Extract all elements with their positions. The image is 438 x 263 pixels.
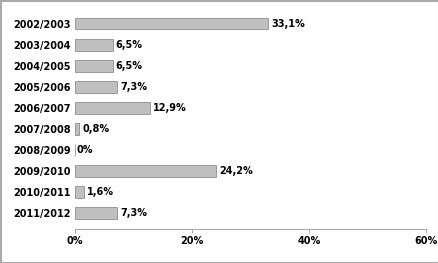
Bar: [74, 207, 117, 219]
Text: 12,9%: 12,9%: [153, 103, 187, 113]
Text: 7,3%: 7,3%: [120, 208, 147, 218]
Text: 24,2%: 24,2%: [219, 166, 252, 176]
Text: 6,5%: 6,5%: [115, 61, 142, 71]
Bar: [74, 123, 79, 135]
Text: 0,8%: 0,8%: [82, 124, 109, 134]
Text: 7,3%: 7,3%: [120, 82, 147, 92]
Bar: [74, 39, 113, 50]
Bar: [74, 81, 117, 93]
Text: 6,5%: 6,5%: [115, 40, 142, 50]
Bar: [74, 165, 216, 177]
Text: 1,6%: 1,6%: [87, 187, 114, 197]
Bar: [74, 186, 84, 198]
Text: 0%: 0%: [77, 145, 93, 155]
Text: 33,1%: 33,1%: [271, 19, 304, 29]
Bar: [74, 60, 113, 72]
Bar: [74, 102, 150, 114]
Bar: [74, 18, 268, 29]
